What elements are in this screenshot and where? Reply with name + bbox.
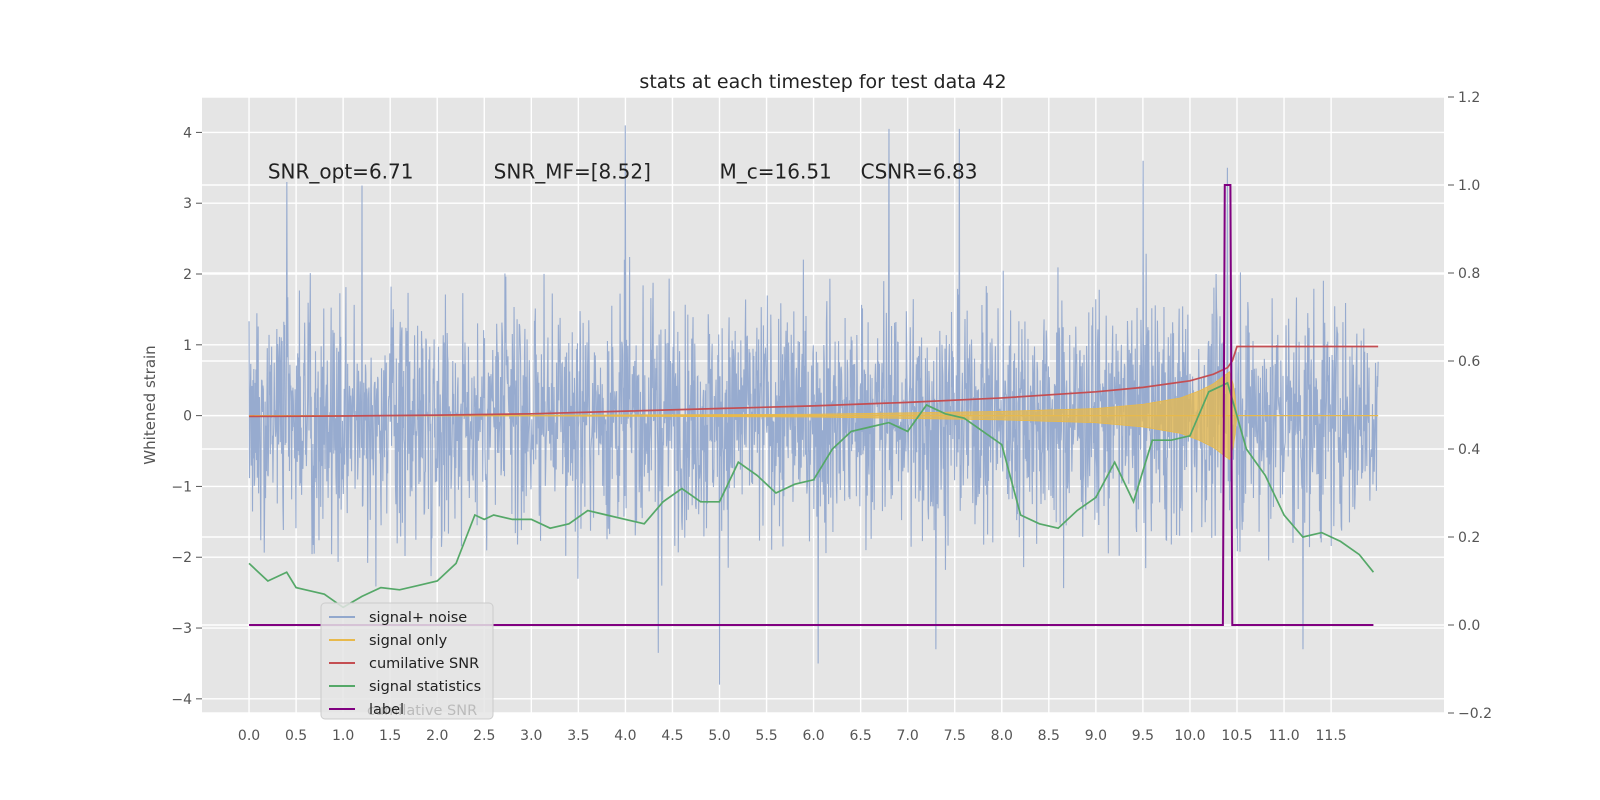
y-tick-label: 2 [183,267,192,283]
y-axis-label: Whitened strain [141,345,159,464]
legend-label: signal+ noise [369,610,467,626]
y-tick-label: −3 [171,621,192,637]
x-tick-label: 4.0 [614,728,636,744]
x-tick-label: 0.5 [285,728,307,744]
x-tick-label: 3.0 [520,728,542,744]
y-tick-label: −4 [171,692,192,708]
x-tick-label: 10.5 [1221,728,1252,744]
x-tick-label: 8.0 [991,728,1013,744]
x-tick-label: 6.0 [802,728,824,744]
y2-tick-label: 0.0 [1458,618,1480,634]
series-line-signal-noise [248,125,1379,685]
y-tick-label: 3 [183,196,192,212]
x-tick-label: 1.5 [379,728,401,744]
y-tick-label: −2 [171,550,192,566]
x-tick-label: 6.5 [850,728,872,744]
x-tick-label: 11.0 [1268,728,1299,744]
annotations: SNR_opt=6.71 SNR_MF=[8.52] M_c=16.51 CSNR=6… [268,159,978,183]
legend-label: cumilative SNR [369,656,479,672]
legend-label: signal only [369,633,448,649]
y2-tick-label: 0.6 [1458,354,1480,370]
y2-tick-label: 0.2 [1458,530,1480,546]
x-tick-label: 7.5 [944,728,966,744]
annotation-mc: M_c=16.51 [720,159,832,183]
x-tick-label: 5.0 [708,728,730,744]
legend: cumilative SNR signal+ noise signal only cu… [320,602,494,720]
x-tick-label: 3.5 [567,728,589,744]
x-tick-label: 9.0 [1085,728,1107,744]
y2-tick-label: 1.2 [1458,90,1480,106]
series-line-label [249,184,1374,626]
x-tick-label: 4.5 [661,728,683,744]
series-line-cumilative-snr [249,345,1379,418]
x-tick-label: 2.5 [473,728,495,744]
y-tick-label: −1 [171,479,192,495]
annotation-csnr: CSNR=6.83 [861,159,978,183]
x-tick-label: 0.0 [238,728,260,744]
x-tick-label: 8.5 [1038,728,1060,744]
y2-tick-label: 0.4 [1458,442,1480,458]
y-tick-label: 1 [183,338,192,354]
series-signal-noise [248,125,1379,685]
x-tick-label: 5.5 [755,728,777,744]
legend-ghost-text: cumilative SNR [367,703,477,719]
annotation-snr-mf: SNR_MF=[8.52] [494,159,651,183]
x-tick-label: 1.0 [332,728,354,744]
x-tick-label: 7.0 [897,728,919,744]
legend-box [320,602,494,720]
y2-tick-label: 0.8 [1458,266,1480,282]
series-line-signal-statistics [248,381,1375,609]
y-tick-label: 4 [183,125,192,141]
x-tick-label: 9.5 [1132,728,1154,744]
y2-tick-label: −0.2 [1458,706,1492,722]
x-tick-label: 11.5 [1316,728,1347,744]
series-lines [248,184,1379,626]
chart-title: stats at each timestep for test data 42 [639,71,1006,93]
y2-tick-label: 1.0 [1458,178,1480,194]
y-tick-label: 0 [183,409,192,425]
legend-label: signal statistics [369,679,481,695]
legend-label: label [369,702,404,718]
axes: 0.0 0.5 1.0 1.5 2.0 2.5 3.0 3.5 4.0 4.5 5.0 5.5 6.0 6… [171,90,1492,744]
x-tick-label: 2.0 [426,728,448,744]
annotation-snr-opt: SNR_opt=6.71 [268,159,414,183]
x-tick-label: 10.0 [1174,728,1205,744]
